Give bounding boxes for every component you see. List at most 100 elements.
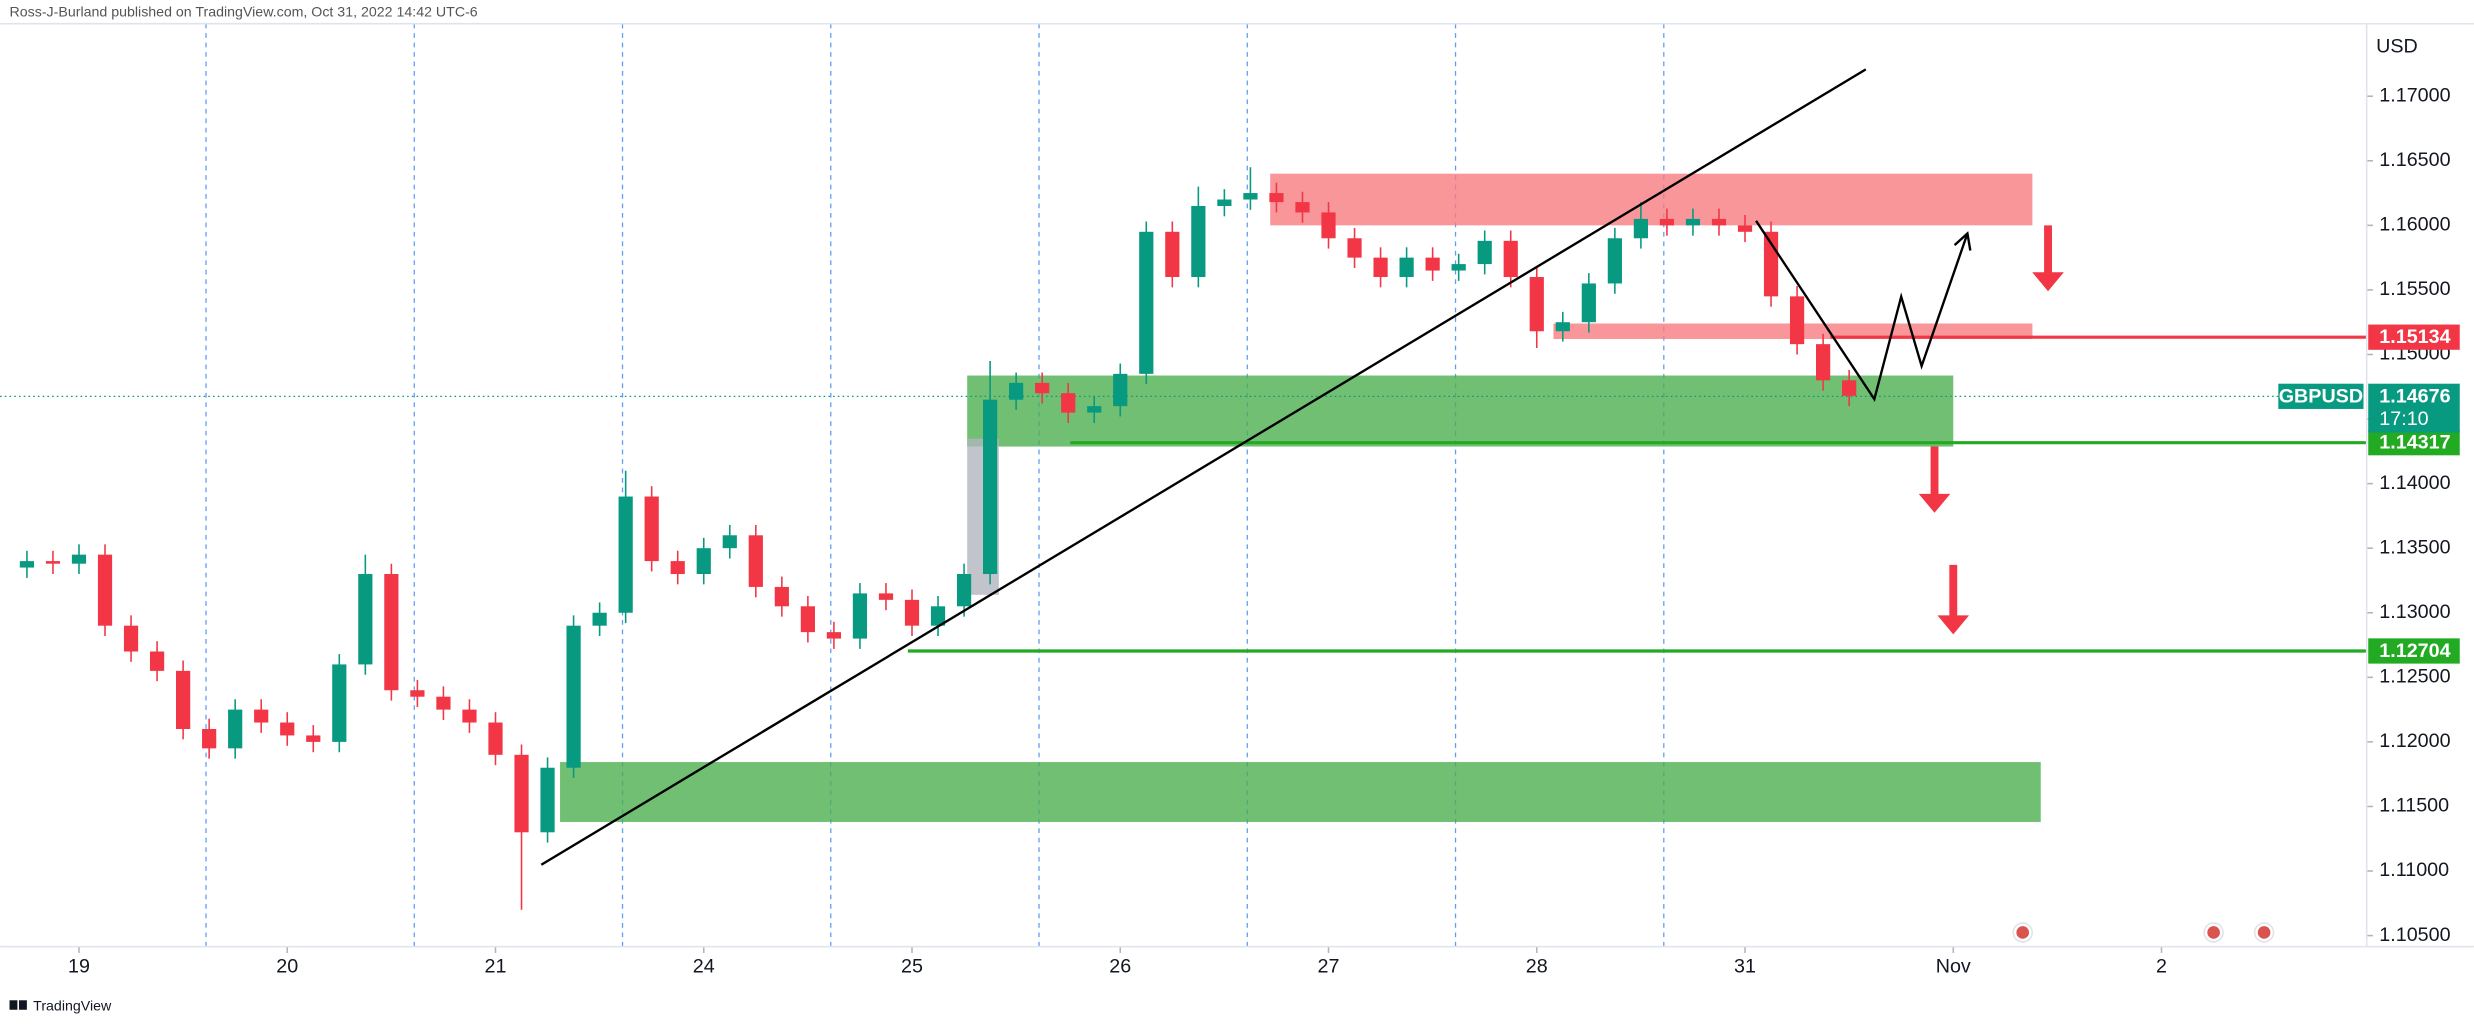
candle-body [904, 599, 920, 626]
candle-body [1113, 373, 1128, 407]
y-tick-label: 1.13000 [2379, 601, 2450, 623]
level-label: 1.14317 [2379, 432, 2450, 454]
candle-body [436, 696, 451, 710]
price-axis-unit: USD [2376, 36, 2418, 58]
brand-name: TradingView [33, 998, 112, 1014]
candle-body [1555, 322, 1570, 332]
symbol-box [2278, 383, 2364, 409]
zone [967, 375, 1954, 447]
candle-body [1789, 296, 1805, 345]
brand-logo [18, 1000, 27, 1010]
x-tick-label: 31 [1734, 955, 1756, 977]
level-label-box [2368, 324, 2460, 350]
candle-body [1659, 218, 1675, 226]
candle-body [1321, 212, 1336, 239]
projection-path [1755, 220, 1969, 403]
candle-body [670, 561, 685, 575]
brand-logo [9, 1000, 18, 1010]
candle-body [1842, 380, 1857, 396]
candle-body [280, 722, 295, 736]
arrow-head [1918, 493, 1951, 513]
y-tick-label: 1.15500 [2379, 278, 2450, 300]
candle-body [45, 561, 61, 564]
y-tick-label: 1.16500 [2379, 149, 2450, 171]
countdown-label: 17:10 [2379, 408, 2428, 430]
candle-body [1685, 218, 1701, 226]
candle-body [176, 670, 191, 729]
trend-line [540, 68, 1867, 866]
candle-body [1399, 257, 1414, 278]
candle-body [1711, 218, 1727, 226]
candle-body [1165, 231, 1180, 278]
y-tick-label: 1.12500 [2379, 666, 2450, 688]
x-tick-label: 28 [1526, 955, 1548, 977]
candle-body [332, 664, 347, 742]
candle-body [1451, 264, 1466, 271]
projection-arrowhead [1953, 231, 1972, 251]
level-label-box [2368, 430, 2460, 456]
y-tick-label: 1.16000 [2379, 214, 2450, 236]
candle-body [1581, 283, 1596, 323]
event-icon [2207, 926, 2220, 939]
arrow-head [2032, 272, 2064, 292]
candle-body [826, 632, 842, 639]
candle-body [97, 554, 113, 626]
candle-body [1347, 238, 1362, 258]
candle-body [1373, 257, 1388, 278]
candle-body [384, 574, 399, 691]
background-layer [0, 23, 2367, 947]
level-label: 1.12704 [2379, 640, 2450, 662]
axis-layer: 1.10500 1.11000 1.11500 1.12000 1.12500 1.130… [68, 84, 2460, 977]
candle-body [1295, 202, 1310, 213]
x-tick-label: Nov [1936, 955, 1971, 977]
x-tick-label: 21 [485, 955, 507, 977]
candle-body [1816, 344, 1831, 381]
candle-body [488, 722, 503, 755]
candle-body [514, 754, 529, 833]
candle-body [1477, 240, 1492, 265]
candle-body [1529, 277, 1544, 332]
last-price-box [2368, 383, 2460, 433]
x-tick-label: 25 [901, 955, 923, 977]
candle-body [1035, 382, 1050, 394]
event-icons [2012, 922, 2275, 943]
x-tick-label: 27 [1318, 955, 1340, 977]
y-tick-label: 1.17000 [2379, 84, 2450, 106]
x-tick-label: 2 [2156, 955, 2167, 977]
main-layer [19, 68, 2367, 910]
candle-body [748, 535, 763, 587]
publisher-note: Ross-J-Burland published on TradingView.… [10, 4, 478, 20]
level-label-box [2368, 638, 2460, 664]
candle-body [123, 625, 139, 652]
candle-body [1139, 231, 1154, 374]
y-tick-label: 1.14000 [2379, 472, 2450, 494]
candle-body [592, 612, 607, 626]
candle-body [1425, 257, 1440, 271]
candle-body [1633, 218, 1648, 239]
y-tick-label: 1.11500 [2379, 795, 2449, 817]
candle-body [566, 625, 581, 768]
candle-body [722, 535, 737, 549]
candle-body [1269, 193, 1284, 203]
candle-body [1061, 393, 1076, 413]
candle-body [618, 496, 633, 613]
candle-body [982, 399, 998, 575]
candle-body [410, 690, 425, 697]
candle-body [930, 606, 946, 626]
candle-body [1503, 240, 1518, 278]
candle-body [1009, 382, 1024, 400]
last-price-label: 1.14676 [2379, 385, 2450, 407]
candle-body [71, 554, 87, 564]
zone [560, 762, 2041, 822]
candle-body [1737, 225, 1753, 232]
brand: TradingView [9, 998, 112, 1014]
candle-body [800, 606, 815, 633]
x-tick-label: 26 [1109, 955, 1131, 977]
candle-body [1217, 199, 1232, 206]
candle-body [774, 586, 789, 607]
y-tick-label: 1.10500 [2379, 924, 2450, 946]
y-tick-label: 1.11000 [2379, 859, 2449, 881]
